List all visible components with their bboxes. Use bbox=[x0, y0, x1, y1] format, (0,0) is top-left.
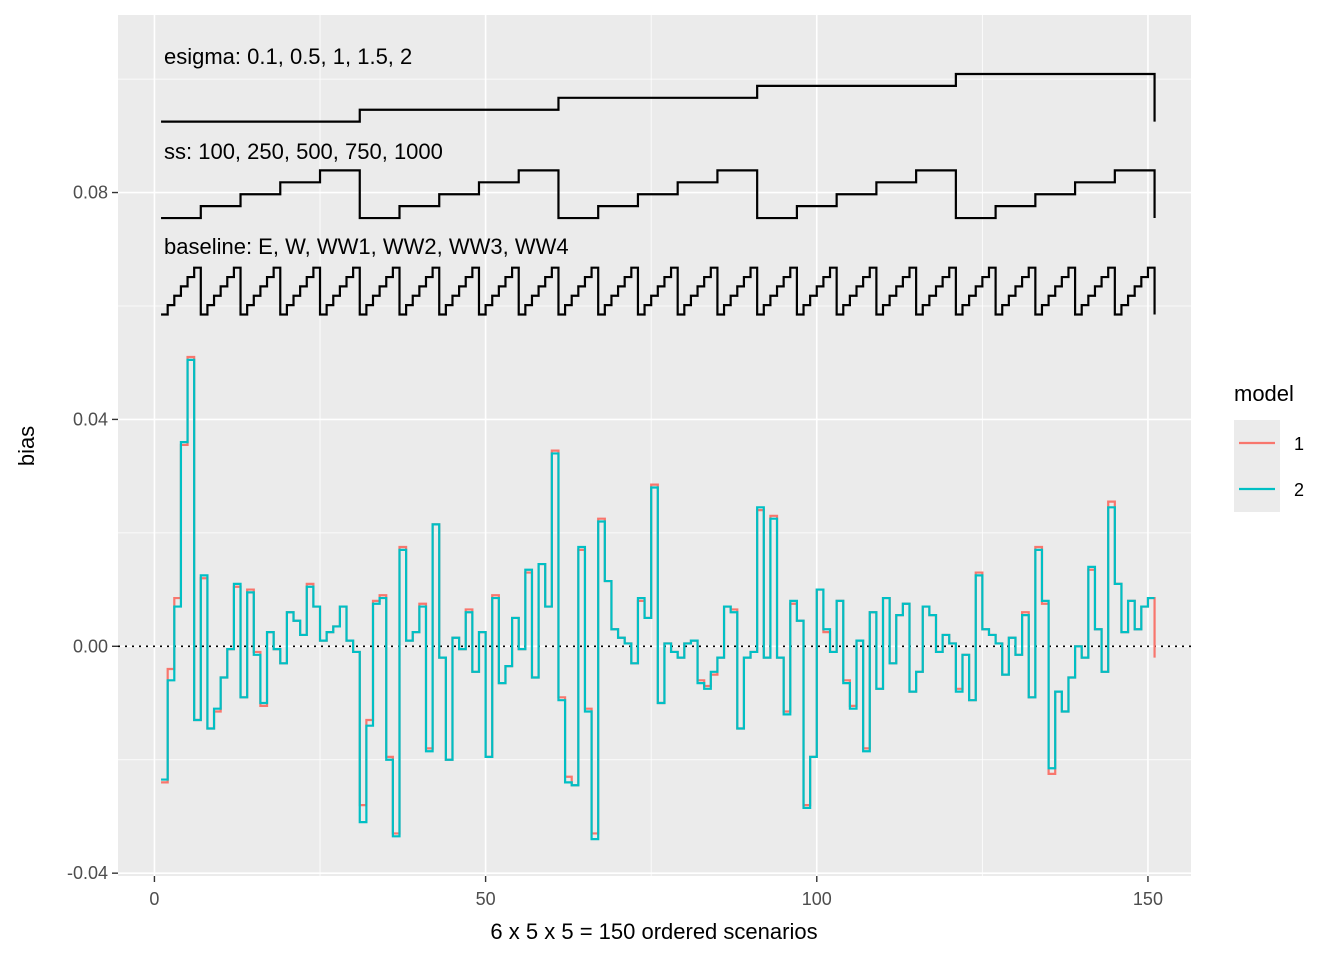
y-axis-title: bias bbox=[14, 426, 39, 466]
factor-step-lines bbox=[161, 72, 1156, 316]
y-axis: -0.04 0.00 0.04 0.08 bbox=[67, 183, 118, 883]
x-tick-label: 150 bbox=[1133, 889, 1163, 909]
legend-label-1: 1 bbox=[1294, 434, 1304, 454]
x-axis-title: 6 x 5 x 5 = 150 ordered scenarios bbox=[490, 919, 817, 944]
annotation-esigma: esigma: 0.1, 0.5, 1, 1.5, 2 bbox=[164, 44, 412, 69]
series-lines bbox=[161, 355, 1156, 841]
minor-gridlines bbox=[118, 15, 1191, 876]
annotation-ss: ss: 100, 250, 500, 750, 1000 bbox=[164, 139, 443, 164]
legend-title: model bbox=[1234, 381, 1294, 406]
y-tick-label: -0.04 bbox=[67, 863, 108, 883]
plot-panel bbox=[118, 15, 1191, 876]
factor-line-ss bbox=[161, 169, 1156, 220]
x-tick-label: 50 bbox=[476, 889, 496, 909]
x-tick-label: 0 bbox=[149, 889, 159, 909]
factor-line-baseline bbox=[161, 266, 1156, 316]
legend: model 1 2 bbox=[1234, 381, 1304, 512]
x-axis: 0 50 100 150 bbox=[149, 876, 1163, 909]
y-tick-label: 0.00 bbox=[73, 636, 108, 656]
series-line-2 bbox=[161, 358, 1155, 841]
legend-label-2: 2 bbox=[1294, 480, 1304, 500]
y-tick-label: 0.08 bbox=[73, 183, 108, 203]
x-tick-label: 100 bbox=[802, 889, 832, 909]
annotations: esigma: 0.1, 0.5, 1, 1.5, 2 ss: 100, 250… bbox=[164, 44, 569, 259]
y-tick-label: 0.04 bbox=[73, 409, 108, 429]
factor-line-esigma bbox=[161, 72, 1156, 123]
annotation-baseline: baseline: E, W, WW1, WW2, WW3, WW4 bbox=[164, 234, 569, 259]
